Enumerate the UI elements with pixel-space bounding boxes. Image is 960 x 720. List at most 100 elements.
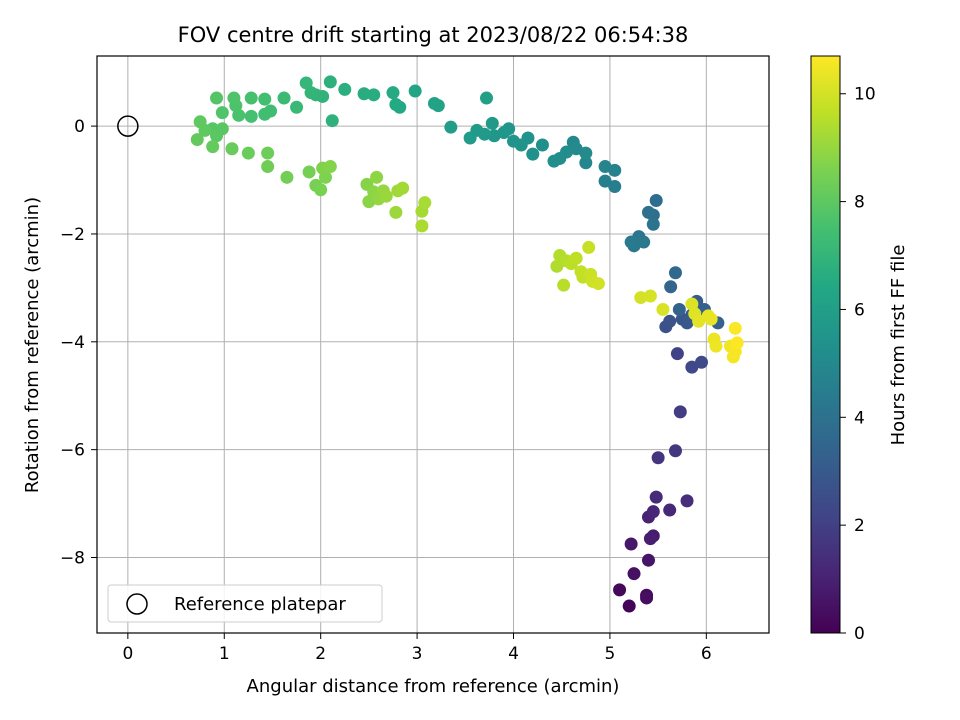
scatter-point: [323, 75, 337, 89]
scatter-point: [379, 189, 393, 203]
scatter-point: [695, 355, 709, 369]
scatter-point: [480, 91, 494, 105]
x-tick-label: 0: [122, 644, 133, 664]
scatter-point: [261, 160, 275, 174]
scatter-point: [663, 503, 677, 517]
scatter-point: [649, 194, 663, 208]
scatter-point: [672, 302, 686, 316]
scatter-point: [277, 91, 291, 105]
legend-label: Reference platepar: [174, 594, 346, 615]
x-axis-label: Angular distance from reference (arcmin): [247, 676, 620, 697]
scatter-point: [389, 205, 403, 219]
scatter-point: [485, 116, 499, 130]
scatter-point: [668, 266, 682, 280]
scatter-point: [225, 142, 239, 156]
scatter-point: [656, 302, 670, 316]
scatter-point: [463, 131, 477, 145]
scatter-point: [258, 92, 272, 106]
scatter-point: [646, 217, 660, 231]
y-tick-label: −8: [60, 549, 85, 569]
legend-marker: [126, 593, 148, 615]
scatter-point: [627, 567, 641, 581]
scatter-point: [704, 312, 718, 326]
scatter-point: [261, 146, 275, 160]
scatter-point: [641, 205, 655, 219]
scatter-point: [386, 86, 400, 100]
scatter-point: [663, 314, 677, 328]
chart-title: FOV centre drift starting at 2023/08/22 …: [178, 23, 689, 47]
scatter-point: [357, 87, 371, 101]
scatter-point: [408, 84, 422, 98]
colorbar-tick-label: 0: [854, 624, 865, 644]
data-points: [190, 75, 744, 613]
scatter-point: [244, 109, 258, 123]
scatter-point: [643, 532, 657, 546]
scatter-point: [323, 160, 337, 174]
scatter-point: [227, 91, 241, 105]
scatter-point: [591, 277, 605, 291]
scatter-point: [547, 154, 561, 168]
scatter-point: [487, 129, 501, 143]
scatter-point: [598, 160, 612, 174]
y-axis-label: Rotation from reference (arcmin): [22, 197, 43, 493]
y-tick-label: 0: [74, 117, 85, 137]
x-tick-label: 5: [605, 644, 616, 664]
x-tick-label: 3: [412, 644, 423, 664]
scatter-point: [206, 140, 220, 154]
scatter-point: [664, 280, 678, 294]
y-tick-label: −2: [60, 225, 85, 245]
scatter-point: [613, 583, 627, 597]
scatter-point: [299, 76, 313, 90]
scatter-point: [673, 405, 687, 419]
scatter-point: [692, 314, 706, 328]
scatter-point: [649, 490, 663, 504]
scatter-point: [190, 133, 204, 147]
x-tick-label: 6: [701, 644, 712, 664]
scatter-point: [304, 86, 318, 100]
scatter-point: [280, 170, 294, 184]
y-tick-label: −4: [60, 333, 85, 353]
scatter-point: [444, 120, 458, 134]
scatter-point: [290, 100, 304, 114]
scatter-point: [730, 336, 744, 350]
scatter-point: [569, 251, 583, 265]
scatter-point: [579, 146, 593, 160]
scatter-point: [241, 146, 255, 160]
scatter-point: [396, 181, 410, 195]
scatter-point: [622, 599, 636, 613]
scatter-point: [370, 170, 384, 184]
scatter-point: [685, 360, 699, 374]
scatter-point: [582, 240, 596, 254]
scatter-point: [634, 291, 648, 305]
scatter-point: [624, 235, 638, 249]
y-axis-ticks: −8 −6 −4 −2 0: [60, 117, 97, 569]
scatter-point: [210, 129, 224, 143]
scatter-point: [579, 156, 593, 170]
scatter-point: [325, 114, 339, 128]
scatter-point: [651, 451, 665, 465]
scatter-point: [210, 91, 224, 105]
x-tick-label: 4: [508, 644, 519, 664]
scatter-point: [427, 96, 441, 110]
colorbar-label: Hours from first FF file: [888, 245, 909, 446]
scatter-point: [258, 107, 272, 121]
scatter-point: [302, 165, 316, 179]
scatter-point: [550, 259, 564, 273]
scatter-point: [244, 91, 258, 105]
scatter-point: [680, 494, 694, 508]
scatter-point: [668, 444, 682, 458]
colorbar-tick-label: 4: [854, 408, 865, 428]
scatter-point: [367, 88, 381, 102]
scatter-point: [643, 289, 657, 303]
scatter-point: [314, 183, 328, 197]
scatter-point: [624, 537, 638, 551]
colorbar-tick-label: 2: [854, 516, 865, 536]
scatter-point: [646, 505, 660, 519]
scatter-point: [598, 174, 612, 188]
scatter-point: [557, 278, 571, 292]
scatter-point: [608, 179, 622, 193]
scatter-point: [193, 115, 207, 129]
legend: Reference platepar: [107, 584, 383, 623]
scatter-point: [507, 134, 521, 148]
